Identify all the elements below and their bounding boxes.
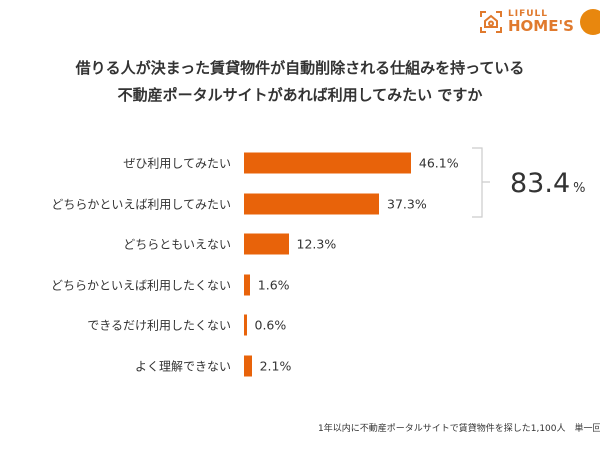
- bar: [244, 355, 252, 377]
- title-line-1: 借りる人が決まった賃貸物件が自動削除される仕組みを持っている: [75, 59, 525, 77]
- logo-line1: LIFULL: [508, 9, 549, 19]
- bar: [244, 314, 247, 336]
- data-label: 2.1%: [259, 358, 292, 374]
- title-line-2: 不動産ポータルサイトがあれば利用してみたい ですか: [117, 86, 483, 104]
- category-label: ぜひ利用してみたい: [123, 156, 231, 171]
- lifull-homes-logo: LIFULL HOME'S: [480, 9, 600, 35]
- total-value: 83.4: [510, 168, 571, 199]
- bar: [244, 274, 250, 296]
- mascot-icon: [579, 9, 600, 35]
- data-label: 46.1%: [418, 155, 459, 171]
- data-label: 12.3%: [296, 236, 337, 252]
- category-label: できるだけ利用したくない: [87, 318, 231, 333]
- chart-title: 借りる人が決まった賃貸物件が自動削除される仕組みを持っている 不動産ポータルサイ…: [0, 55, 600, 109]
- bar: [244, 233, 289, 255]
- footer-note: 1年以内に不動産ポータルサイトで賃貸物件を探した1,100人 単一回答: [318, 424, 600, 434]
- bar: [244, 193, 380, 215]
- total-unit: %: [573, 181, 586, 196]
- bar: [244, 152, 411, 174]
- house-icon: [480, 11, 502, 33]
- logo-line2: HOME'S: [508, 17, 574, 35]
- data-label: 37.3%: [387, 196, 427, 212]
- category-label: よく理解できない: [134, 359, 231, 374]
- total-annotation: 83.4%: [510, 168, 585, 199]
- category-label: どちらかといえば利用してみたい: [51, 197, 231, 212]
- category-label: どちらかといえば利用したくない: [50, 278, 231, 293]
- data-label: 0.6%: [254, 317, 287, 333]
- category-label: どちらともいえない: [123, 237, 231, 252]
- data-label: 1.6%: [257, 277, 290, 293]
